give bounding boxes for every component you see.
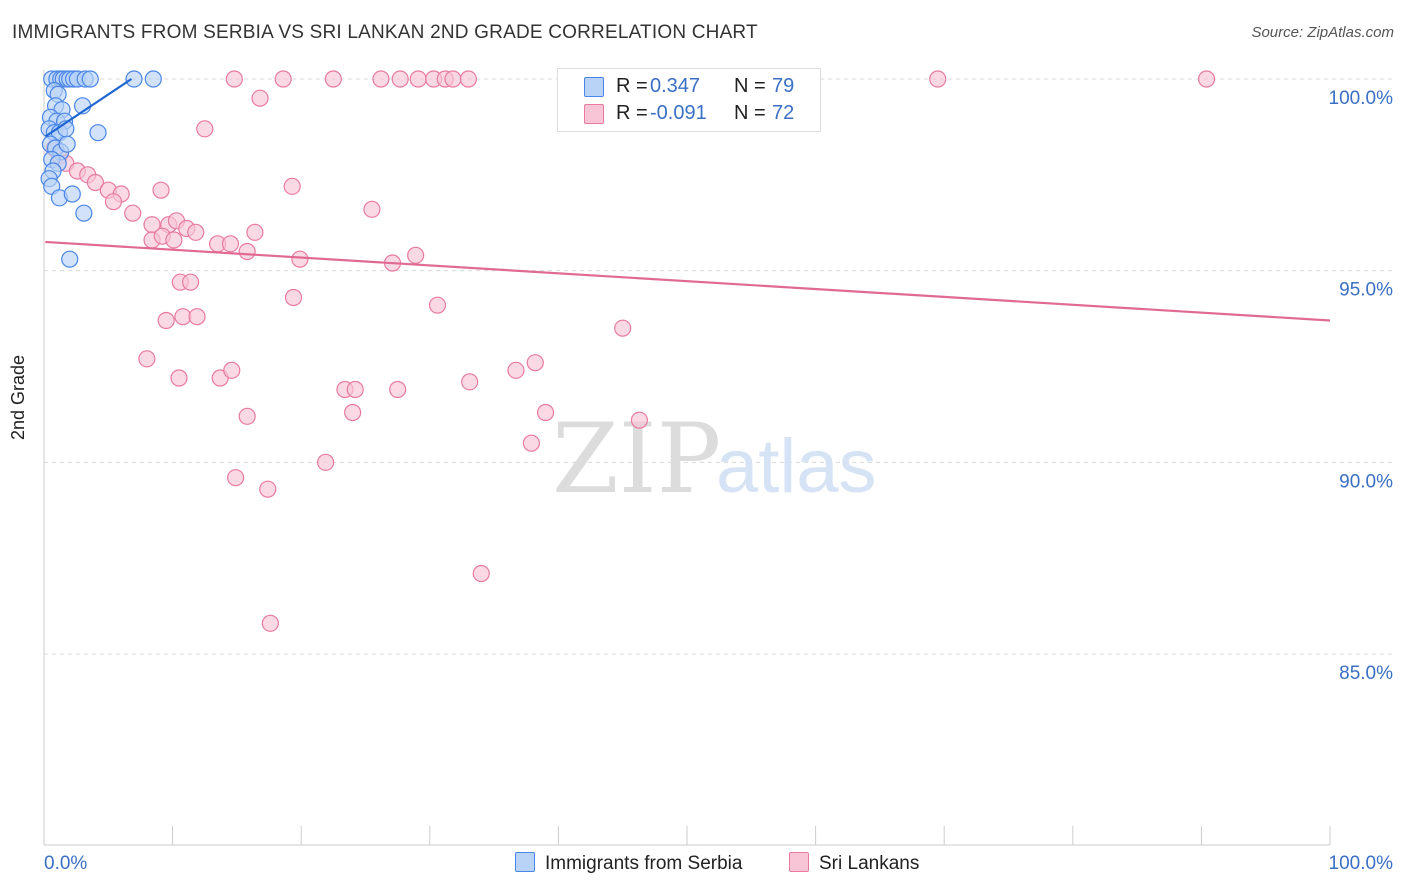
- srilanka-point-50: [614, 319, 632, 337]
- srilanka-point-61: [238, 407, 256, 425]
- srilanka-point-49: [188, 308, 206, 326]
- watermark: ZIP atlas: [552, 403, 877, 515]
- y-tick-label-85: 85.0%: [1339, 663, 1393, 684]
- grid-lines: [44, 78, 1392, 655]
- legend-serbia-swatch: [515, 852, 535, 872]
- serbia-point-10: [125, 70, 143, 88]
- srilanka-points: [45, 70, 1216, 632]
- srilanka-point-20: [86, 173, 105, 192]
- srilanka-point-12: [1197, 70, 1216, 88]
- source-label: Source: ZipAtlas.com: [1251, 24, 1394, 41]
- srilanka-point-44: [182, 273, 200, 291]
- srilanka-point-0: [225, 70, 243, 88]
- srilanka-point-23: [104, 193, 123, 211]
- watermark-atlas: atlas: [716, 424, 877, 509]
- trend-lines: [44, 78, 1331, 322]
- srilanka-r-label: R =: [616, 102, 648, 124]
- legend-serbia-label: Immigrants from Serbia: [545, 853, 743, 874]
- x-tick-label-max: 100.0%: [1329, 853, 1394, 874]
- tick-labels: 85.0% 90.0% 95.0% 100.0% 0.0% 100.0%: [44, 88, 1393, 874]
- srilanka-point-8: [444, 70, 462, 88]
- srilanka-point-66: [317, 453, 335, 471]
- serbia-point-28: [58, 135, 76, 153]
- srilanka-point-70: [261, 614, 279, 632]
- srilanka-point-13: [251, 89, 269, 107]
- srilanka-point-26: [124, 204, 142, 222]
- legend-srilanka-label: Sri Lankans: [819, 853, 920, 874]
- srilanka-point-36: [165, 231, 183, 249]
- srilanka-point-45: [284, 288, 303, 307]
- legend-srilanka-swatch: [789, 852, 809, 872]
- srilanka-point-42: [407, 246, 425, 264]
- serbia-point-35: [63, 185, 81, 203]
- srilanka-point-31: [187, 223, 205, 241]
- srilanka-point-47: [157, 311, 175, 330]
- y-tick-label-90: 90.0%: [1339, 471, 1393, 492]
- srilanka-point-9: [459, 70, 477, 88]
- srilanka-point-63: [536, 403, 555, 422]
- srilanka-point-62: [344, 403, 362, 422]
- stats-row-srilanka: R = -0.091 N = 72: [558, 100, 820, 128]
- srilanka-point-60: [526, 354, 544, 372]
- serbia-point-36: [75, 204, 93, 222]
- srilanka-point-69: [472, 564, 490, 583]
- legend-item-serbia[interactable]: Immigrants from Serbia: [515, 852, 742, 875]
- srilanka-point-51: [138, 350, 156, 368]
- srilanka-swatch: [584, 104, 604, 124]
- srilanka-point-71: [929, 70, 947, 88]
- serbia-point-9: [81, 70, 99, 88]
- srilanka-point-1: [274, 70, 292, 88]
- serbia-r-label: R =: [616, 75, 648, 97]
- axes: [43, 70, 1331, 846]
- srilanka-point-65: [522, 434, 540, 452]
- srilanka-point-39: [238, 242, 256, 261]
- srilanka-point-32: [363, 200, 381, 218]
- serbia-swatch: [584, 77, 604, 97]
- srilanka-point-5: [409, 70, 427, 88]
- srilanka-trend-line: [45, 240, 1331, 322]
- serbia-point-24: [89, 124, 107, 142]
- stats-box: R = 0.347 N = 79 R = -0.091 N = 72: [557, 68, 821, 132]
- y-tick-label-95: 95.0%: [1339, 280, 1393, 301]
- srilanka-r-value: -0.091: [650, 102, 707, 124]
- srilanka-point-46: [428, 296, 447, 314]
- srilanka-point-4: [391, 70, 409, 88]
- chart-title: IMMIGRANTS FROM SERBIA VS SRI LANKAN 2ND…: [12, 22, 758, 43]
- srilanka-point-58: [461, 373, 479, 391]
- srilanka-point-24: [152, 181, 170, 199]
- srilanka-n-value: 72: [772, 102, 795, 124]
- srilanka-point-2: [324, 70, 342, 88]
- srilanka-point-25: [283, 177, 301, 195]
- srilanka-point-67: [227, 469, 245, 487]
- srilanka-point-52: [170, 369, 188, 387]
- serbia-n-value: 79: [772, 75, 795, 97]
- srilanka-point-56: [346, 380, 364, 399]
- srilanka-point-59: [507, 361, 525, 379]
- srilanka-point-54: [223, 361, 241, 379]
- srilanka-point-38: [221, 235, 240, 253]
- stats-row-serbia: R = 0.347 N = 79: [558, 73, 820, 101]
- srilanka-point-57: [389, 380, 407, 399]
- x-tick-label-min: 0.0%: [44, 853, 87, 874]
- srilanka-point-3: [372, 70, 390, 88]
- srilanka-point-33: [246, 223, 264, 241]
- serbia-r-value: 0.347: [650, 75, 701, 97]
- srilanka-point-64: [630, 411, 649, 429]
- serbia-trend-line: [44, 78, 133, 138]
- y-tick-label-100: 100.0%: [1329, 88, 1394, 109]
- srilanka-point-14: [196, 120, 214, 138]
- srilanka-point-40: [291, 250, 309, 268]
- legend-item-srilanka[interactable]: Sri Lankans: [789, 852, 919, 875]
- serbia-points: [40, 70, 162, 268]
- serbia-n-label: N =: [734, 75, 766, 97]
- serbia-point-37: [61, 250, 79, 268]
- srilanka-point-68: [259, 480, 277, 498]
- srilanka-n-label: N =: [734, 102, 766, 124]
- serbia-point-11: [144, 70, 162, 88]
